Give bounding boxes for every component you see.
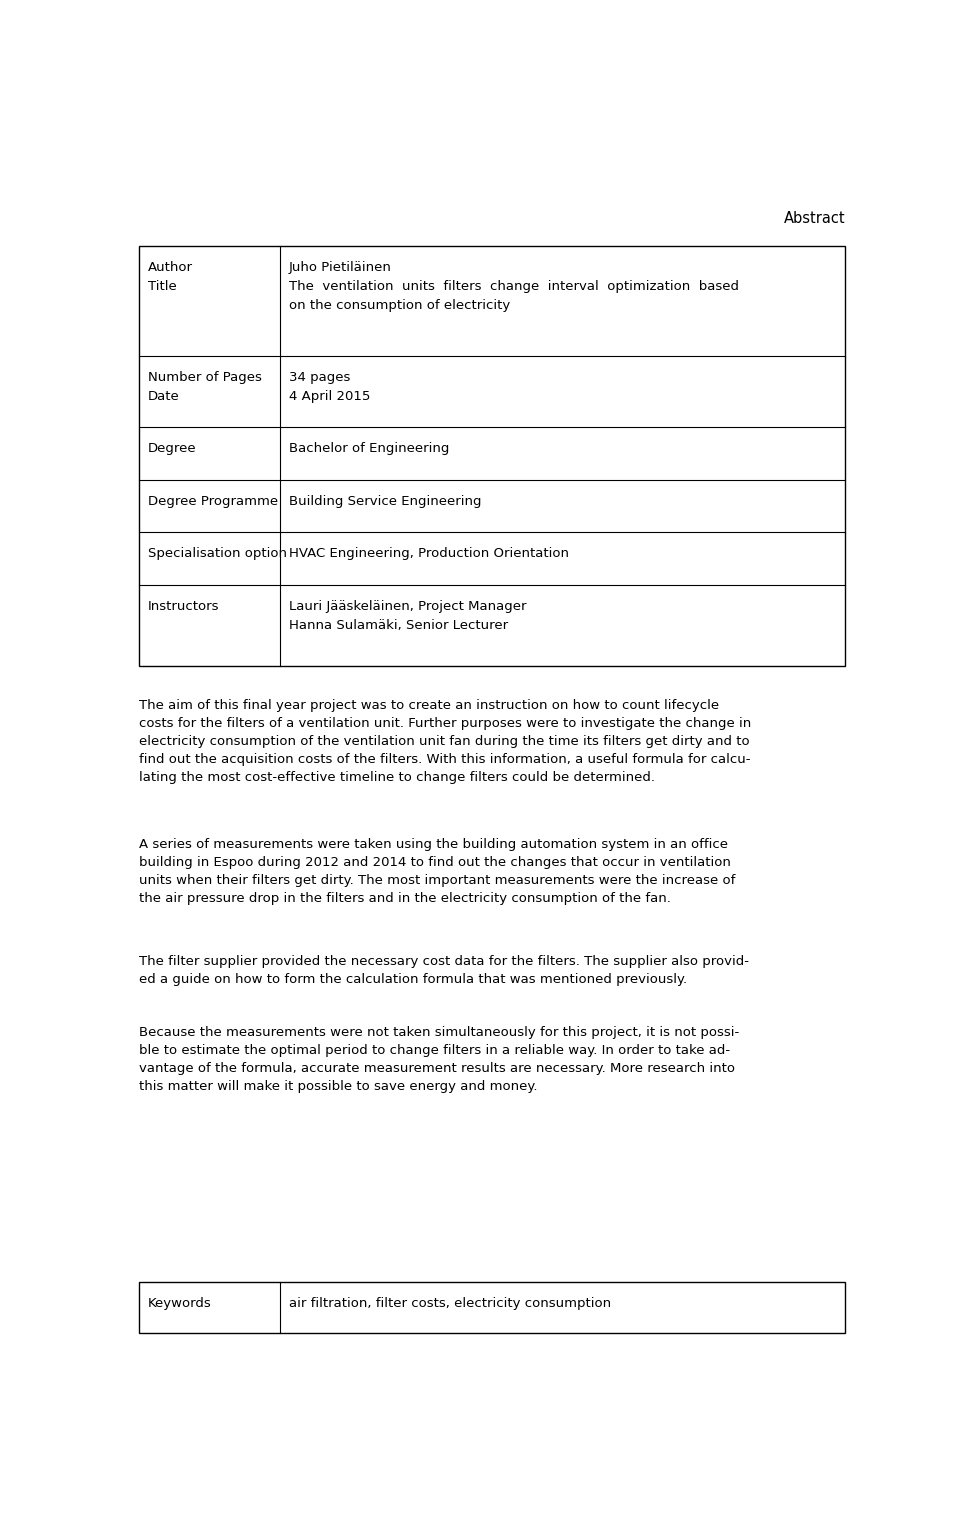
Text: Lauri Jääskeläinen, Project Manager
Hanna Sulamäki, Senior Lecturer: Lauri Jääskeläinen, Project Manager Hann… xyxy=(289,600,526,632)
Text: The filter supplier provided the necessary cost data for the filters. The suppli: The filter supplier provided the necessa… xyxy=(138,954,749,986)
Text: Author
Title: Author Title xyxy=(148,261,193,292)
Text: Building Service Engineering: Building Service Engineering xyxy=(289,495,481,508)
Text: Instructors: Instructors xyxy=(148,600,219,614)
Text: Juho Pietiläinen
The  ventilation  units  filters  change  interval  optimizatio: Juho Pietiläinen The ventilation units f… xyxy=(289,261,739,312)
Text: 34 pages
4 April 2015: 34 pages 4 April 2015 xyxy=(289,371,371,403)
Bar xyxy=(138,245,846,667)
Text: The aim of this final year project was to create an instruction on how to count : The aim of this final year project was t… xyxy=(138,698,751,783)
Bar xyxy=(138,1282,846,1333)
Text: Degree Programme: Degree Programme xyxy=(148,495,277,508)
Text: Bachelor of Engineering: Bachelor of Engineering xyxy=(289,442,449,456)
Text: Degree: Degree xyxy=(148,442,196,456)
Text: HVAC Engineering, Production Orientation: HVAC Engineering, Production Orientation xyxy=(289,547,569,561)
Text: air filtration, filter costs, electricity consumption: air filtration, filter costs, electricit… xyxy=(289,1297,611,1310)
Text: Because the measurements were not taken simultaneously for this project, it is n: Because the measurements were not taken … xyxy=(138,1026,739,1092)
Text: Number of Pages
Date: Number of Pages Date xyxy=(148,371,261,403)
Text: Abstract: Abstract xyxy=(783,211,846,226)
Text: Specialisation option: Specialisation option xyxy=(148,547,286,561)
Text: Keywords: Keywords xyxy=(148,1297,211,1310)
Text: A series of measurements were taken using the building automation system in an o: A series of measurements were taken usin… xyxy=(138,838,735,904)
